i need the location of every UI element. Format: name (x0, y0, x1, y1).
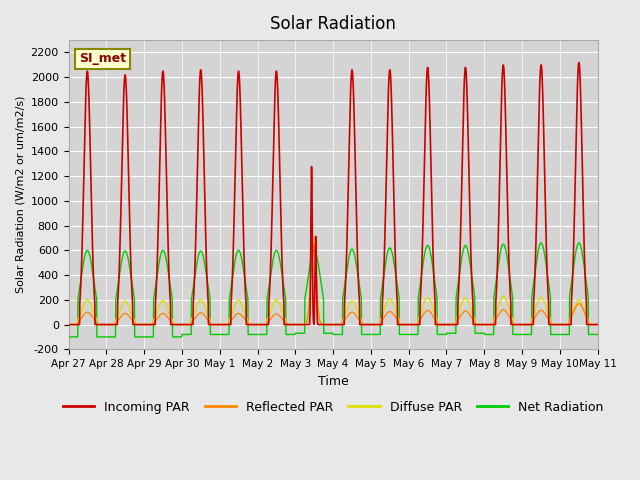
X-axis label: Time: Time (317, 374, 349, 387)
Legend: Incoming PAR, Reflected PAR, Diffuse PAR, Net Radiation: Incoming PAR, Reflected PAR, Diffuse PAR… (58, 396, 609, 419)
Title: Solar Radiation: Solar Radiation (270, 15, 396, 33)
Y-axis label: Solar Radiation (W/m2 or um/m2/s): Solar Radiation (W/m2 or um/m2/s) (15, 96, 25, 293)
Text: SI_met: SI_met (79, 52, 126, 65)
